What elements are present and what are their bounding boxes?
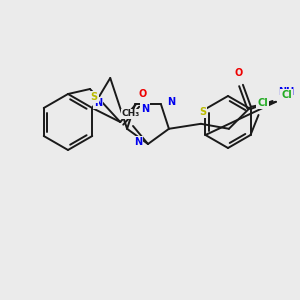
Text: O: O bbox=[138, 89, 146, 99]
Text: S: S bbox=[90, 92, 98, 102]
Text: Cl: Cl bbox=[257, 98, 268, 108]
Text: N: N bbox=[134, 137, 142, 147]
Text: N: N bbox=[141, 104, 149, 114]
Text: Cl: Cl bbox=[281, 90, 292, 100]
Text: S: S bbox=[200, 107, 206, 117]
Text: N: N bbox=[94, 98, 102, 108]
Text: NH: NH bbox=[278, 87, 294, 97]
Text: CH₃: CH₃ bbox=[122, 110, 140, 118]
Text: N: N bbox=[167, 97, 175, 107]
Text: O: O bbox=[235, 68, 243, 78]
